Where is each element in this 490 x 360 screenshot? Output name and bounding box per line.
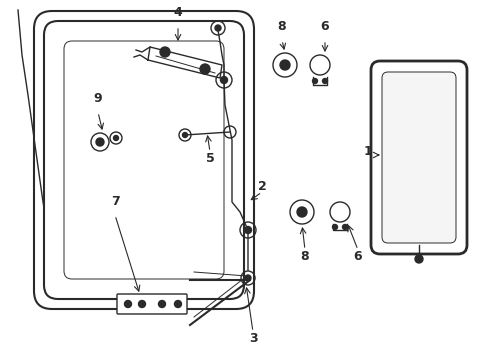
Text: 1: 1 — [364, 145, 372, 158]
Text: 6: 6 — [320, 20, 329, 33]
Circle shape — [280, 60, 290, 70]
Circle shape — [245, 275, 251, 281]
Circle shape — [343, 225, 347, 230]
Text: 9: 9 — [94, 92, 102, 105]
FancyBboxPatch shape — [117, 294, 187, 314]
Circle shape — [200, 64, 210, 74]
Text: 4: 4 — [173, 6, 182, 19]
Circle shape — [114, 135, 119, 140]
Circle shape — [182, 132, 188, 138]
Circle shape — [160, 47, 170, 57]
Circle shape — [158, 301, 166, 307]
Circle shape — [297, 207, 307, 217]
Circle shape — [96, 138, 104, 146]
Circle shape — [124, 301, 131, 307]
FancyBboxPatch shape — [382, 72, 456, 243]
Circle shape — [415, 255, 423, 263]
Circle shape — [322, 78, 327, 84]
Circle shape — [174, 301, 181, 307]
Text: 5: 5 — [206, 152, 215, 165]
Circle shape — [333, 225, 338, 230]
Circle shape — [139, 301, 146, 307]
Text: 2: 2 — [258, 180, 267, 193]
Text: 3: 3 — [249, 332, 257, 345]
FancyBboxPatch shape — [371, 61, 467, 254]
Text: 8: 8 — [301, 250, 309, 263]
Text: 7: 7 — [111, 195, 120, 208]
Circle shape — [245, 226, 251, 234]
Circle shape — [220, 77, 227, 84]
Text: 8: 8 — [278, 20, 286, 33]
Circle shape — [313, 78, 318, 84]
FancyBboxPatch shape — [44, 21, 244, 299]
Text: 6: 6 — [354, 250, 362, 263]
Circle shape — [215, 25, 221, 31]
